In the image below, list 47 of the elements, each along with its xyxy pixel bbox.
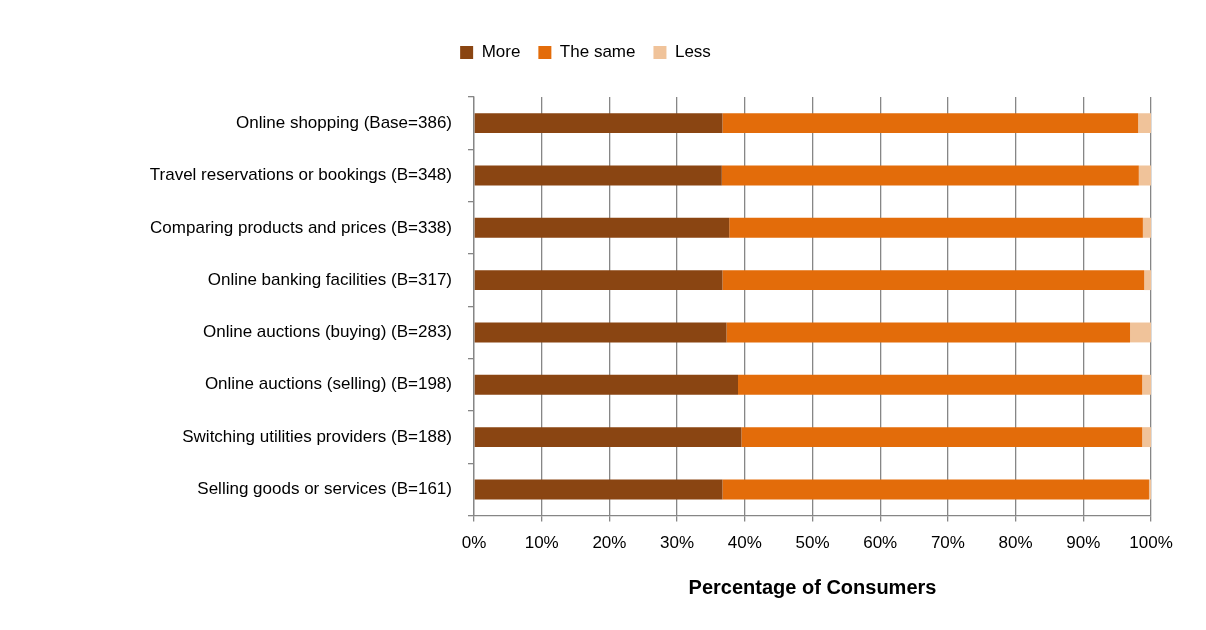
y-tick-label: Comparing products and prices (B=338) bbox=[150, 217, 452, 237]
x-tick-label: 100% bbox=[1129, 533, 1173, 553]
bar bbox=[474, 270, 723, 291]
bar bbox=[722, 113, 1139, 134]
x-tick-label: 0% bbox=[461, 533, 487, 553]
bar bbox=[1138, 113, 1151, 134]
bar bbox=[474, 479, 723, 500]
y-tick-label: Selling goods or services (B=161) bbox=[197, 479, 452, 499]
x-tick-label: 90% bbox=[1066, 533, 1101, 553]
bar bbox=[726, 322, 1131, 343]
y-tick-label: Online shopping (Base=386) bbox=[236, 112, 452, 132]
y-tick-label: Online auctions (selling) (B=198) bbox=[204, 374, 452, 394]
bar bbox=[741, 427, 1143, 448]
legend-label: More bbox=[481, 42, 521, 62]
y-tick-label: Switching utilities providers (B=188) bbox=[182, 426, 452, 446]
bar bbox=[738, 374, 1143, 395]
x-axis-title: Percentage of Consumers bbox=[688, 575, 937, 598]
x-tick-label: 10% bbox=[524, 533, 559, 553]
bar bbox=[474, 165, 722, 186]
x-tick-label: 80% bbox=[998, 533, 1033, 553]
bar bbox=[1130, 322, 1151, 343]
x-tick-label: 40% bbox=[727, 533, 762, 553]
x-tick-label: 20% bbox=[592, 533, 627, 553]
x-tick-label: 50% bbox=[795, 533, 830, 553]
bar bbox=[1142, 217, 1151, 238]
x-tick-label: 70% bbox=[930, 533, 965, 553]
legend-label: Less bbox=[674, 42, 711, 62]
bar bbox=[722, 479, 1149, 500]
y-tick-label: Online banking facilities (B=317) bbox=[207, 269, 452, 289]
bar bbox=[474, 427, 742, 448]
x-tick-label: 60% bbox=[863, 533, 898, 553]
bar bbox=[1144, 270, 1151, 291]
legend-label: The same bbox=[559, 42, 636, 62]
bar bbox=[1142, 374, 1151, 395]
bar bbox=[474, 113, 723, 134]
bar bbox=[1148, 479, 1151, 500]
bar bbox=[474, 322, 727, 343]
bar bbox=[722, 270, 1145, 291]
y-tick-label: Online auctions (buying) (B=283) bbox=[203, 322, 452, 342]
bar bbox=[729, 217, 1143, 238]
bar bbox=[474, 374, 739, 395]
bar bbox=[474, 217, 730, 238]
y-tick-label: Travel reservations or bookings (B=348) bbox=[149, 165, 452, 185]
bar bbox=[721, 165, 1139, 186]
bar bbox=[1142, 427, 1151, 448]
bar bbox=[1138, 165, 1151, 186]
x-tick-label: 30% bbox=[660, 533, 695, 553]
